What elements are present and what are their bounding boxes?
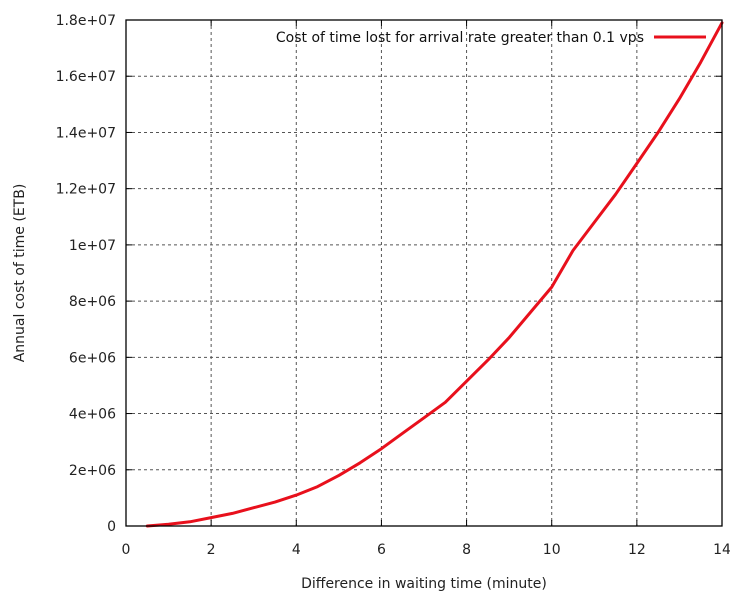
legend: Cost of time lost for arrival rate great… <box>276 30 706 46</box>
x-tick-label: 14 <box>713 542 730 558</box>
x-tick-label: 6 <box>377 542 386 558</box>
x-tick-label: 4 <box>292 542 301 558</box>
x-axis-label: Difference in waiting time (minute) <box>301 576 547 592</box>
y-tick-label: 1.2e+07 <box>56 182 116 198</box>
y-tick-label: 1.6e+07 <box>56 69 116 85</box>
series-layer <box>145 21 724 528</box>
y-tick-label: 0 <box>107 519 116 535</box>
y-axis-label: Annual cost of time (ETB) <box>12 184 28 363</box>
series-line <box>145 21 724 528</box>
y-tick-label: 1.8e+07 <box>56 13 116 29</box>
x-axis-ticks: 0 2 4 6 8 10 12 14 <box>122 20 730 558</box>
x-tick-label: 10 <box>543 542 561 558</box>
plot-frame <box>125 19 723 527</box>
y-axis-ticks: 0 2e+06 4e+06 6e+06 8e+06 1e+07 1.2e+07 1.4e+07… <box>56 13 722 535</box>
legend-label: Cost of time lost for arrival rate great… <box>276 30 644 46</box>
x-tick-label: 8 <box>462 542 471 558</box>
x-tick-label: 12 <box>628 542 646 558</box>
y-tick-label: 1e+07 <box>69 238 116 254</box>
y-tick-label: 1.4e+07 <box>56 125 116 141</box>
grid <box>126 20 722 526</box>
x-tick-label: 2 <box>207 542 216 558</box>
y-tick-label: 4e+06 <box>69 407 116 423</box>
y-tick-label: 8e+06 <box>69 294 116 310</box>
y-tick-label: 2e+06 <box>69 463 116 479</box>
y-tick-label: 6e+06 <box>69 350 116 366</box>
x-tick-label: 0 <box>122 542 131 558</box>
